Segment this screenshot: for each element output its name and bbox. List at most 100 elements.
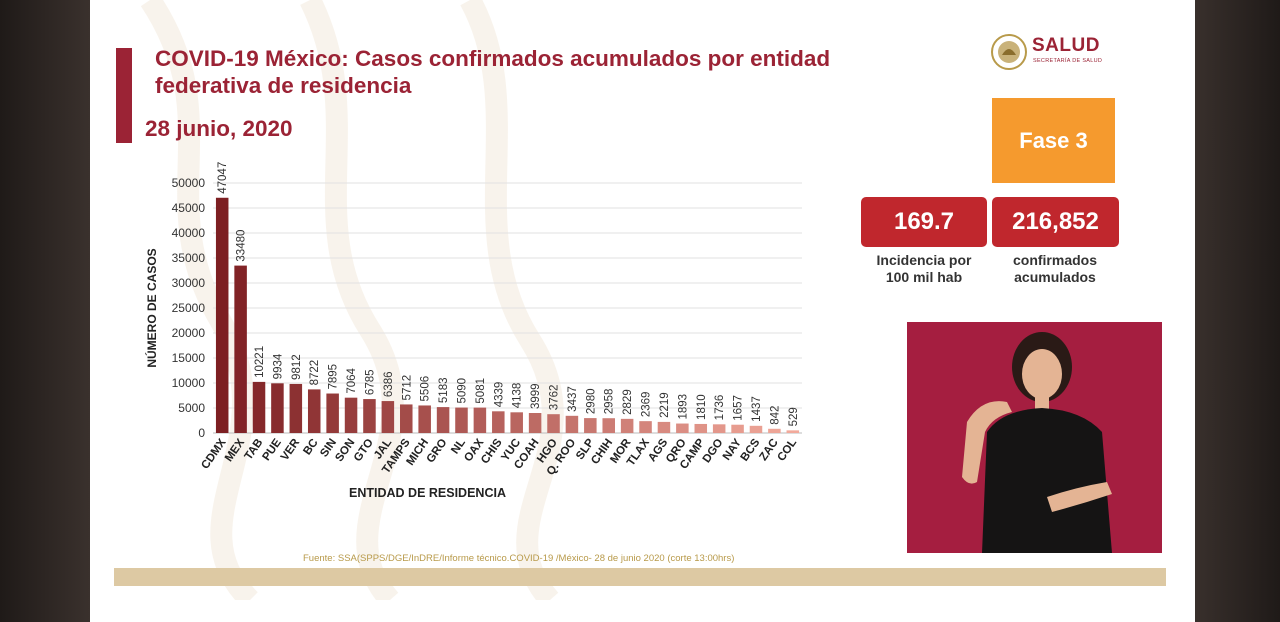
x-tick-label: MEX [223,437,247,465]
data-label: 2829 [622,389,634,415]
x-tick-label: BCS [739,437,763,464]
confirmed-value: 216,852 [992,197,1119,247]
data-label: 2369 [641,392,653,418]
logo-subtext: SECRETARÍA DE SALUD [1033,58,1103,64]
data-label: 842 [769,406,781,425]
x-tick-label: SON [333,437,357,464]
data-label: 9934 [272,353,284,379]
y-tick-label: 40000 [172,226,206,240]
incidence-label-line1: Incidencia por [876,252,972,268]
incidence-value: 169.7 [861,197,987,247]
data-label: 2219 [659,392,671,418]
confirmed-label-line1: confirmados [1012,252,1097,268]
bar [528,413,542,433]
bar [400,404,413,433]
y-axis-label: NÚMERO DE CASOS [144,248,159,367]
x-tick-label: GRO [425,437,450,465]
bar [363,399,376,433]
bar [639,421,652,433]
data-label: 1810 [696,394,708,420]
right-letterbox [1190,0,1280,622]
data-label: 4339 [493,382,505,408]
bar [712,424,726,433]
data-label: 10221 [254,346,266,378]
data-label: 529 [788,407,800,426]
bar [786,430,800,433]
incidence-label-line2: 100 mil hab [885,269,963,285]
data-label: 7895 [328,364,340,390]
y-tick-label: 10000 [172,376,206,390]
mexican-coat-of-arms-icon [991,34,1027,70]
left-letterbox [0,0,90,622]
x-tick-label: DGO [701,437,726,465]
slide: COVID-19 México: Casos confirmados acumu… [90,0,1195,622]
data-label: 5081 [475,378,487,404]
bar [565,415,579,433]
data-label: 33480 [236,230,248,262]
incidence-label: Incidencia por 100 mil hab [856,252,992,286]
bar [694,423,708,433]
source-note: Fuente: SSA(SPPS/DGE/InDRE/Informe técni… [303,553,735,564]
y-tick-label: 0 [198,426,205,440]
cases-bar-chart: 0 5000 10000 15000 20000 25000 30000 35000 40000… [144,162,802,500]
x-tick-label: GTO [352,437,376,464]
bar [455,407,468,433]
x-tick-label: VER [279,436,303,463]
x-tick-label: PUE [260,437,284,464]
bar [657,421,671,433]
sign-language-interpreter-video [907,322,1162,553]
bar [620,418,634,433]
report-date: 28 junio, 2020 [145,116,293,141]
footer-bar [114,568,1166,586]
y-tick-label: 15000 [172,351,206,365]
y-tick-label: 30000 [172,276,206,290]
bar [344,397,358,433]
confirmed-label: confirmados acumulados [987,252,1123,286]
phase-badge: Fase 3 [992,98,1115,183]
data-label: 6386 [383,371,395,397]
bar [602,418,615,433]
x-axis-label: ENTIDAD DE RESIDENCIA [349,486,506,500]
data-label: 5090 [456,378,468,404]
data-label: 1736 [714,395,726,421]
page-title: COVID-19 México: Casos confirmados acumu… [155,46,831,98]
bar [307,389,321,433]
x-tick-label: COL [775,437,799,464]
data-label: 2980 [585,389,597,415]
data-label: 4138 [512,383,524,409]
bar [676,423,689,433]
y-tick-label: 20000 [172,326,206,340]
bar [215,197,229,433]
bar [418,405,431,433]
data-label: 47047 [217,162,229,194]
logo-text: SALUD [1032,35,1100,56]
title-accent-bar [116,48,132,143]
bar [584,418,597,433]
bar [547,414,560,433]
data-label: 9812 [291,354,303,380]
y-tick-label: 35000 [172,251,206,265]
data-label: 5183 [438,377,450,403]
bar [473,407,487,433]
data-label: 7064 [346,367,358,393]
y-tick-label: 25000 [172,301,206,315]
bar [492,411,505,433]
confirmed-label-line2: acumulados [1014,269,1096,285]
data-label: 1657 [733,395,745,421]
data-label: 3437 [567,386,579,412]
bar [271,383,284,433]
bar [768,428,781,433]
bar [252,381,266,433]
bar [289,383,303,433]
bar [749,425,763,433]
bar [326,393,339,433]
data-label: 3999 [530,383,542,409]
data-label: 3762 [549,385,561,411]
bar [510,412,523,433]
bar [731,424,744,433]
data-label: 1437 [751,396,763,422]
data-label: 5712 [401,375,413,401]
data-label: 1893 [677,394,689,420]
data-label: 8722 [309,360,321,386]
data-label: 6785 [364,369,376,395]
